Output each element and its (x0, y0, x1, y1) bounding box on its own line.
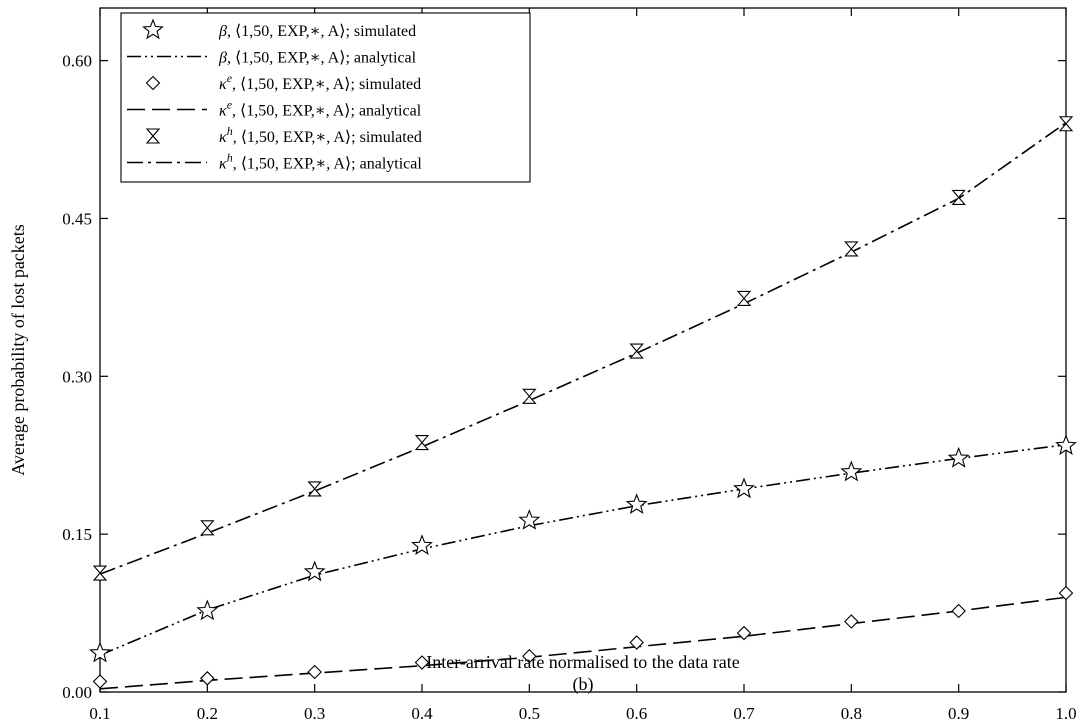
data-point-diamond (736, 625, 752, 641)
data-point-hourglass (736, 290, 752, 306)
data-point-diamond (522, 648, 537, 664)
data-point-star (733, 477, 755, 499)
x-tick-label: 0.7 (733, 704, 755, 723)
data-point-star (1055, 434, 1077, 456)
data-point-star (947, 446, 970, 468)
legend: β, ⟨1,50, EXP,∗, A⟩; simulated β, ⟨1,50, … (120, 12, 531, 183)
legend-item: κe, ⟨1,50, EXP,∗, A⟩; analytical (127, 98, 422, 120)
data-point-star (840, 460, 863, 482)
data-point-hourglass (1058, 116, 1074, 132)
data-point-diamond (844, 614, 859, 629)
data-point-diamond (629, 635, 644, 650)
legend-label: β, ⟨1,50, EXP,∗, A⟩; analytical (218, 50, 417, 67)
data-point-diamond (951, 603, 966, 619)
legend-label: κe, ⟨1,50, EXP,∗, A⟩; simulated (219, 71, 421, 93)
data-point-hourglass (92, 565, 108, 581)
data-point-diamond (200, 671, 215, 686)
data-point-diamond (1058, 585, 1074, 601)
data-point-hourglass (844, 241, 859, 257)
data-point-star (196, 599, 219, 621)
figure-caption: (b) (573, 674, 594, 695)
series-line-4 (99, 596, 1067, 690)
data-point-star (303, 560, 326, 582)
x-tick-label: 0.9 (948, 704, 969, 723)
plot-frame (99, 7, 1067, 693)
series-layer (89, 116, 1077, 690)
legend-item: κh, ⟨1,50, EXP,∗, A⟩; analytical (127, 151, 422, 173)
x-axis-title: Inter-arrival rate normalised to the dat… (426, 652, 739, 672)
x-axis: 0.1 0.2 0.3 0.4 0.5 0.6 0.7 0.8 0.9 1.0 (89, 8, 1077, 723)
y-axis-title: Average probability of lost packets (8, 224, 28, 476)
legend-label: κh, ⟨1,50, EXP,∗, A⟩; simulated (219, 124, 422, 146)
legend-box (120, 12, 531, 183)
legend-label: κh, ⟨1,50, EXP,∗, A⟩; analytical (219, 151, 422, 173)
x-tick-label: 0.8 (841, 704, 862, 723)
y-axis: 0.00 0.15 0.30 0.45 0.60 (62, 52, 1066, 702)
legend-item: β, ⟨1,50, EXP,∗, A⟩; simulated (142, 18, 416, 40)
x-tick-label: 0.6 (626, 704, 647, 723)
legend-item: κe, ⟨1,50, EXP,∗, A⟩; simulated (145, 71, 421, 93)
series-line-2 (99, 443, 1067, 656)
data-point-star (89, 641, 111, 663)
data-point-star (625, 493, 648, 515)
data-point-hourglass (414, 435, 430, 451)
x-tick-label: 0.3 (304, 704, 325, 723)
legend-marker-hourglass (145, 128, 161, 144)
y-tick-label: 0.60 (62, 52, 92, 71)
legend-marker-star (142, 18, 164, 40)
data-point-hourglass (200, 520, 215, 536)
legend-label: κe, ⟨1,50, EXP,∗, A⟩; analytical (219, 98, 422, 120)
x-tick-label: 0.1 (89, 704, 110, 723)
y-tick-label: 0.00 (62, 683, 92, 702)
series-line-6 (99, 122, 1067, 575)
y-tick-label: 0.30 (62, 367, 92, 386)
data-point-star (411, 534, 433, 556)
y-tick-label: 0.15 (62, 525, 92, 544)
data-point-hourglass (629, 343, 644, 359)
y-tick-label: 0.45 (62, 209, 92, 228)
legend-label: β, ⟨1,50, EXP,∗, A⟩; simulated (218, 23, 416, 40)
data-point-diamond (414, 655, 430, 670)
data-point-diamond (307, 664, 322, 680)
x-tick-label: 1.0 (1055, 704, 1076, 723)
data-point-hourglass (307, 481, 322, 497)
data-point-star (518, 508, 541, 530)
data-point-hourglass (951, 189, 966, 205)
x-tick-label: 0.5 (519, 704, 540, 723)
legend-item: β, ⟨1,50, EXP,∗, A⟩; analytical (127, 50, 417, 67)
data-point-hourglass (522, 388, 537, 404)
x-tick-label: 0.2 (197, 704, 218, 723)
legend-item: κh, ⟨1,50, EXP,∗, A⟩; simulated (145, 124, 422, 146)
legend-marker-diamond (145, 75, 161, 91)
x-tick-label: 0.4 (411, 704, 433, 723)
data-point-diamond (92, 674, 108, 689)
